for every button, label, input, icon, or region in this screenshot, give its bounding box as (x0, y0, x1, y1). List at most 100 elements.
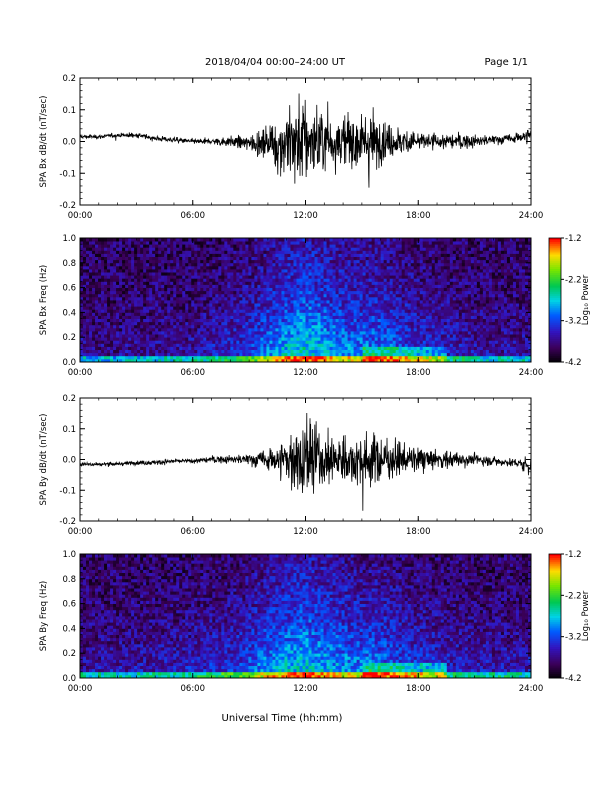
spectrogram-cell (236, 247, 240, 251)
spectrogram-cell (293, 269, 297, 273)
spectrogram-cell (122, 324, 126, 329)
spectrogram-cell (251, 337, 255, 341)
spectrogram-cell (155, 290, 159, 295)
spectrogram-cell (80, 321, 84, 326)
spectrogram-cell (281, 256, 285, 261)
spectrogram-cell (185, 349, 189, 354)
spectrogram-cell (200, 281, 204, 285)
spectrogram-cell (284, 272, 288, 276)
spectrogram-cell (371, 253, 376, 257)
spectrogram-cell (179, 296, 183, 301)
spectrogram-cell (158, 247, 162, 251)
spectrogram-cell (161, 247, 165, 251)
spectrogram-cell (104, 269, 108, 273)
spectrogram-cell (221, 247, 225, 251)
spectrogram-cell (197, 340, 201, 344)
spectrogram-cell (284, 352, 288, 357)
spectrogram-cell (176, 259, 180, 264)
spectrogram-cell (248, 265, 252, 270)
spectrogram-cell (374, 259, 379, 264)
spectrogram-cell (242, 352, 246, 357)
spectrogram-cell (395, 321, 400, 326)
spectrogram-cell (275, 309, 279, 313)
spectrogram-cell (269, 309, 273, 313)
spectrogram-cell (215, 238, 219, 242)
spectrogram-cell (137, 300, 141, 304)
spectrogram-cell (95, 331, 99, 335)
spectrogram-cell (218, 343, 222, 347)
spectrogram-cell (440, 241, 445, 245)
spectrogram-cell (380, 340, 385, 344)
spectrogram-cell (356, 290, 361, 295)
spectrogram-cell (128, 238, 132, 242)
spectrogram-cell (89, 262, 93, 267)
spectrogram-cell (152, 290, 156, 295)
spectrogram-cell (227, 303, 231, 307)
spectrogram-cell (389, 272, 394, 276)
spectrogram-cell (242, 272, 246, 276)
spectrogram-cell (230, 324, 234, 329)
spectrogram-cell (242, 259, 246, 264)
spectrogram-cell (365, 349, 370, 354)
spectrogram-cell (224, 290, 228, 295)
spectrogram-cell (425, 324, 430, 329)
spectrogram-cell (152, 259, 156, 264)
spectrogram-cell (257, 272, 261, 276)
spectrogram-cell (407, 281, 412, 285)
spectrogram-cell (365, 284, 370, 288)
spectrogram-cell (233, 312, 237, 316)
spectrogram-cell (161, 281, 165, 285)
spectrogram-cell (365, 300, 370, 304)
spectrogram-cell (137, 293, 141, 298)
spectrogram-cell (329, 238, 333, 242)
spectrogram-cell (275, 312, 279, 316)
spectrogram-cell (395, 337, 400, 341)
spectrogram-cell (101, 318, 105, 323)
spectrogram-cell (353, 321, 358, 326)
spectrogram-cell (128, 337, 132, 341)
spectrogram-cell (413, 309, 418, 313)
spectrogram-cell (329, 327, 333, 332)
spectrogram-cell (251, 290, 255, 295)
spectrogram-cell (350, 340, 355, 344)
spectrogram-cell (125, 340, 129, 344)
spectrogram-cell (305, 241, 309, 245)
spectrogram-cell (251, 250, 255, 254)
spectrogram-cell (314, 290, 318, 295)
spectrogram-cell (80, 259, 84, 264)
spectrogram-cell (137, 315, 141, 319)
spectrogram-cell (386, 281, 391, 285)
spectrogram-cell (182, 262, 186, 267)
spectrogram-cell (329, 340, 333, 344)
spectrogram-cell (104, 281, 108, 285)
spectrogram-cell (260, 275, 264, 279)
spectrogram-cell (236, 315, 240, 319)
spectrogram-cell (404, 340, 409, 344)
spectrogram-cell (212, 275, 216, 279)
spectrogram-cell (419, 293, 424, 298)
spectrogram-cell (230, 315, 234, 319)
spectrogram-cell (236, 346, 240, 350)
spectrogram-cell (356, 278, 361, 282)
spectrogram-cell (284, 290, 288, 295)
spectrogram-cell (350, 272, 355, 276)
spectrogram-cell (278, 296, 282, 301)
spectrogram-cell (134, 327, 138, 332)
spectrogram-cell (224, 352, 228, 357)
spectrogram-cell (98, 315, 102, 319)
spectrogram-cell (323, 355, 327, 360)
spectrogram-cell (386, 250, 391, 254)
spectrogram-cell (281, 278, 285, 282)
spectrogram-cell (320, 331, 324, 335)
spectrogram-cell (149, 269, 153, 273)
spectrogram-cell (356, 340, 361, 344)
spectrogram-cell (437, 331, 442, 335)
spectrogram-cell (110, 303, 114, 307)
spectrogram-cell (188, 250, 192, 254)
spectrogram-cell (431, 296, 436, 301)
spectrogram-cell (233, 262, 237, 267)
spectrogram-cell (224, 293, 228, 298)
spectrogram-cell (263, 309, 267, 313)
spectrogram-cell (194, 244, 198, 248)
spectrogram-cell (215, 275, 219, 279)
